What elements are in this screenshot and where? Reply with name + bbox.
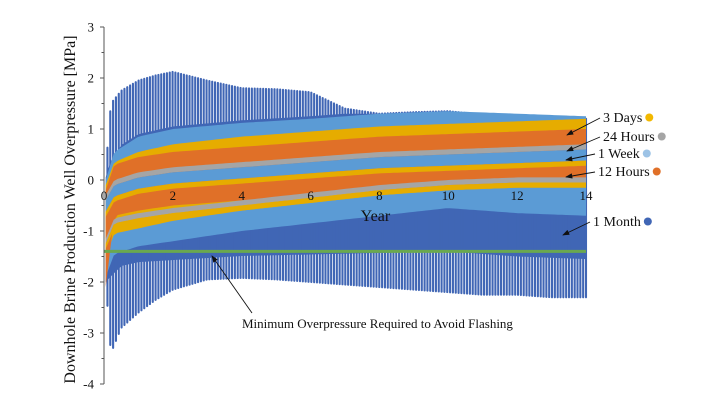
series-1-week-inner-stripe bbox=[105, 149, 586, 212]
min-overpressure-label: Minimum Overpressure Required to Avoid F… bbox=[242, 316, 513, 331]
legend-annotation-3-days: 3 Days bbox=[566, 111, 654, 136]
legend-annotation-1-week: 1 Week bbox=[565, 147, 651, 162]
annotation-arrow bbox=[562, 221, 591, 236]
legend-annotation-12-hours: 12 Hours bbox=[565, 165, 661, 180]
y-tick-label: -4 bbox=[83, 377, 94, 392]
series-24-hours-lower-stripe bbox=[105, 177, 586, 244]
annotations: 3 Days 24 Hours 1 Week 12 Hours 1 Month Minim… bbox=[211, 111, 666, 331]
y-tick-label: -3 bbox=[83, 326, 94, 341]
legend-annotation-1-month: 1 Month bbox=[562, 215, 652, 236]
legend-label: 24 Hours bbox=[603, 130, 655, 145]
x-tick-label: 8 bbox=[376, 188, 383, 203]
x-tick-label: 6 bbox=[307, 188, 314, 203]
y-axis-title: Downhole Brine Production Well Overpress… bbox=[62, 35, 79, 383]
min-overpressure-arrow bbox=[211, 255, 253, 314]
legend-label: 12 Hours bbox=[598, 165, 650, 180]
legend-label: 1 Month bbox=[593, 215, 641, 230]
x-axis-title: Year bbox=[361, 208, 391, 225]
x-tick-label: 14 bbox=[580, 188, 594, 203]
y-tick-label: -1 bbox=[83, 224, 94, 239]
legend-marker bbox=[643, 217, 652, 226]
x-tick-label: 12 bbox=[511, 188, 524, 203]
annotation-arrow bbox=[566, 136, 601, 152]
legend-marker bbox=[645, 113, 654, 122]
x-tick-label: 4 bbox=[238, 188, 245, 203]
legend-marker bbox=[657, 132, 666, 141]
annotation-arrow bbox=[566, 117, 601, 136]
x-tick-label: 0 bbox=[101, 188, 108, 203]
legend-label: 1 Week bbox=[598, 147, 640, 162]
series-24-hours-upper-stripe bbox=[105, 144, 586, 201]
series-3-days-inner-stripe bbox=[105, 160, 586, 217]
annotation-arrow bbox=[565, 171, 596, 179]
legend-marker bbox=[652, 167, 661, 176]
legend-marker bbox=[642, 149, 651, 158]
legend-annotation-24-hours: 24 Hours bbox=[566, 130, 666, 152]
y-tick-label: -2 bbox=[83, 275, 94, 290]
annotation-arrow bbox=[565, 153, 596, 162]
x-tick-label: 10 bbox=[442, 188, 455, 203]
x-tick-label: 2 bbox=[170, 188, 177, 203]
y-tick-label: 3 bbox=[88, 20, 95, 35]
y-tick-label: 2 bbox=[88, 71, 95, 86]
y-tick-label: 0 bbox=[88, 173, 95, 188]
legend-label: 3 Days bbox=[603, 111, 642, 126]
y-tick-label: 1 bbox=[88, 122, 95, 137]
plot-area bbox=[104, 70, 588, 349]
series-3-days-lower-stripe bbox=[105, 182, 586, 249]
